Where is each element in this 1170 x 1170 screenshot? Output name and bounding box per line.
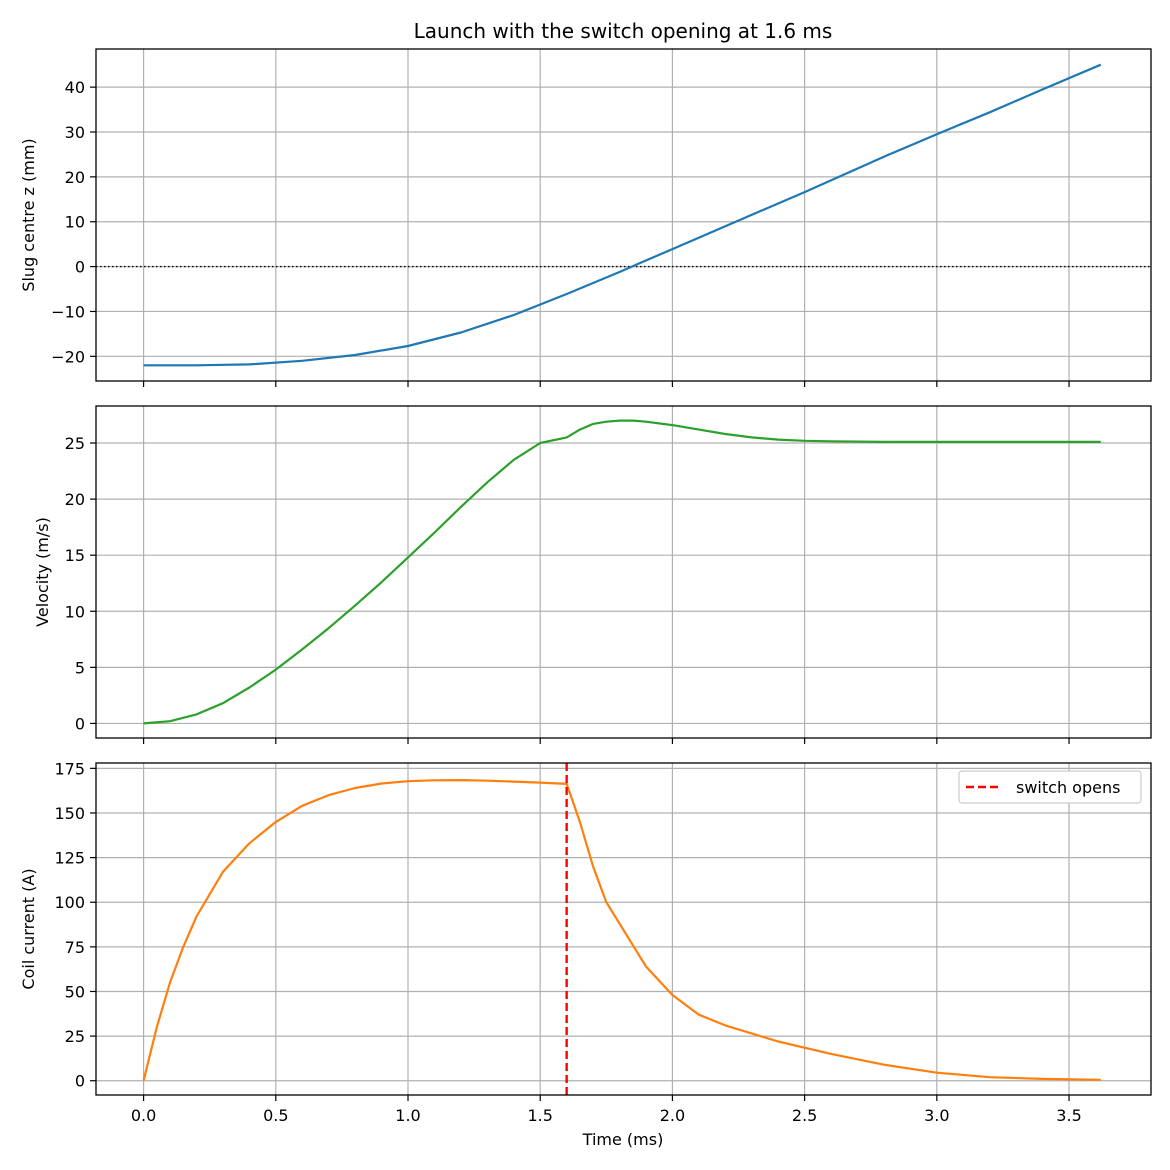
y-tick-label: 10 <box>65 602 85 621</box>
y-tick-label: 25 <box>65 1027 85 1046</box>
current-y-axis-label: Coil current (A) <box>19 868 38 989</box>
velocity-y-axis-label: Velocity (m/s) <box>33 517 52 627</box>
y-tick-label: 0 <box>75 258 85 277</box>
x-tick-label: 1.0 <box>395 1106 420 1125</box>
y-tick-label: 40 <box>65 78 85 97</box>
panel-velocity: 0 5 10 15 20 25 Velocity (m/s) <box>33 405 1152 744</box>
legend-box <box>958 770 1142 804</box>
x-tick-label: 1.5 <box>527 1106 552 1125</box>
y-tick-label: 5 <box>75 658 85 677</box>
panel-frame <box>95 762 1152 1096</box>
y-tick-label: 20 <box>65 168 85 187</box>
x-tick-label: 2.0 <box>660 1106 685 1125</box>
x-tick-label: 3.0 <box>924 1106 949 1125</box>
panel-current: 0.0 0.5 1.0 1.5 2.0 2.5 3.0 3.5 0 25 50 75 100 125 150… <box>19 759 1152 1125</box>
panel-frame <box>95 48 1152 382</box>
y-tick-label: 100 <box>54 893 85 912</box>
x-tick-label: 3.5 <box>1056 1106 1081 1125</box>
y-tick-label: 175 <box>54 759 85 778</box>
y-tick-label: 25 <box>65 434 85 453</box>
figure-title: Launch with the switch opening at 1.6 ms <box>414 19 833 43</box>
y-tick-label: 75 <box>65 938 85 957</box>
position-series-line <box>143 63 1102 367</box>
y-tick-label: 125 <box>54 849 85 868</box>
current-series-line <box>142 778 1101 1081</box>
x-tick-label: 2.5 <box>792 1106 817 1125</box>
position-y-axis-label: Slug centre z (mm) <box>19 138 38 291</box>
y-tick-label: 15 <box>65 546 85 565</box>
panel-frame <box>95 405 1152 739</box>
legend-label: switch opens <box>1016 778 1120 797</box>
y-tick-label: 0 <box>75 1072 85 1091</box>
panel-position: −20 −10 0 10 20 30 40 Slug centre z (mm) <box>19 48 1152 387</box>
panels: −20 −10 0 10 20 30 40 Slug centre z (mm) 0 5 10 15 2… <box>19 48 1152 1125</box>
y-tick-label: 0 <box>75 714 85 733</box>
x-tick-label: 0.5 <box>263 1106 288 1125</box>
x-tick-label: 0.0 <box>131 1106 156 1125</box>
y-tick-label: 50 <box>65 982 85 1001</box>
y-tick-label: 150 <box>54 804 85 823</box>
legend: switch opens <box>958 770 1142 804</box>
y-tick-label: −20 <box>51 347 85 366</box>
y-tick-label: 10 <box>65 213 85 232</box>
y-tick-label: 20 <box>65 490 85 509</box>
y-tick-label: −10 <box>51 302 85 321</box>
y-tick-label: 30 <box>65 123 85 142</box>
velocity-series-line <box>143 419 1101 725</box>
x-axis-label: Time (ms) <box>582 1130 664 1149</box>
